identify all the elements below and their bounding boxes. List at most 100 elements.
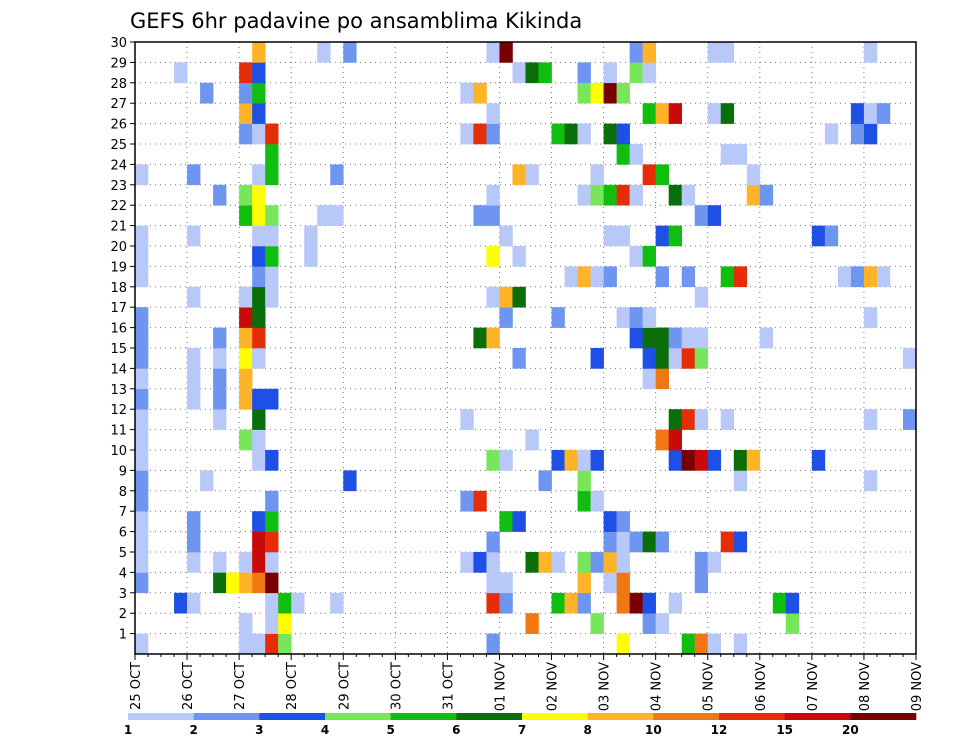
y-tick-label: 5	[119, 546, 127, 561]
heatmap-cell	[681, 450, 696, 471]
legend-label: 6	[452, 723, 460, 737]
heatmap-cell	[187, 225, 201, 247]
legend-label: 3	[255, 723, 263, 737]
y-tick-label: 28	[110, 77, 127, 92]
heatmap-cell	[265, 531, 279, 553]
heatmap-cell	[577, 470, 591, 492]
heatmap-cell	[265, 511, 279, 532]
heatmap-cell	[629, 42, 643, 63]
heatmap-cell	[603, 572, 617, 594]
heatmap-cell	[252, 184, 266, 206]
heatmap-cell	[135, 429, 149, 451]
heatmap-cell	[577, 490, 591, 512]
heatmap-cell	[499, 511, 513, 532]
heatmap-cell	[239, 348, 253, 369]
heatmap-cell	[681, 266, 696, 288]
heatmap-cell	[824, 225, 839, 247]
heatmap-cell	[213, 368, 227, 390]
heatmap-cell	[239, 62, 253, 84]
heatmap-cell	[265, 388, 279, 410]
heatmap-cell	[616, 144, 630, 165]
heatmap-cell	[642, 592, 656, 614]
heatmap-cell	[655, 613, 669, 634]
heatmap-cell	[551, 123, 565, 145]
heatmap-cell	[213, 348, 227, 369]
heatmap-cell	[603, 62, 617, 84]
heatmap-cell	[473, 490, 487, 512]
heatmap-cell	[278, 633, 292, 655]
heatmap-cell	[473, 123, 487, 145]
heatmap-cell	[603, 511, 617, 532]
heatmap-cell	[460, 409, 474, 430]
heatmap-cell	[863, 123, 878, 145]
heatmap-cell	[486, 42, 500, 63]
heatmap-cell	[135, 470, 149, 492]
heatmap-cell	[681, 633, 696, 655]
heatmap-cell	[187, 348, 201, 369]
heatmap-cell	[200, 82, 214, 104]
x-tick-label: 25 OCT	[129, 662, 144, 710]
heatmap-cell	[733, 470, 748, 492]
heatmap-cell	[850, 123, 865, 145]
heatmap-cell	[668, 429, 682, 451]
heatmap-cell	[174, 62, 188, 84]
heatmap-cell	[668, 450, 682, 471]
heatmap-cell	[629, 62, 643, 84]
heatmap-cell	[668, 103, 682, 124]
y-tick-label: 20	[110, 240, 127, 255]
heatmap-cell	[603, 82, 617, 104]
heatmap-cell	[629, 144, 643, 165]
heatmap-cell	[265, 225, 279, 247]
x-tick-label: 03 NOV	[598, 662, 613, 711]
heatmap-cell	[616, 552, 630, 573]
heatmap-cell	[239, 633, 253, 655]
heatmap-cell	[486, 246, 500, 267]
heatmap-cell	[577, 184, 591, 206]
heatmap-cell	[681, 409, 696, 430]
heatmap-cell	[876, 266, 891, 288]
heatmap-cell	[642, 164, 656, 186]
x-tick-label: 05 NOV	[702, 662, 717, 711]
heatmap-cell	[577, 572, 591, 594]
heatmap-cell	[655, 164, 669, 186]
heatmap-cell	[564, 450, 578, 471]
heatmap-cell	[642, 103, 656, 124]
y-tick-label: 2	[119, 607, 127, 622]
heatmap-cells	[135, 42, 917, 655]
heatmap-cell	[863, 470, 878, 492]
heatmap-cell	[694, 205, 709, 226]
heatmap-cell	[551, 450, 565, 471]
heatmap-cell	[291, 592, 305, 614]
heatmap-cell	[486, 286, 500, 308]
heatmap-cell	[252, 388, 266, 410]
heatmap-cell	[616, 633, 630, 655]
heatmap-cell	[252, 409, 266, 430]
heatmap-cell	[187, 388, 201, 410]
y-tick-label: 30	[110, 36, 127, 51]
heatmap-cell	[694, 409, 709, 430]
heatmap-cell	[213, 552, 227, 573]
y-tick-label: 27	[110, 97, 127, 112]
heatmap-cell	[499, 225, 513, 247]
heatmap-cell	[486, 103, 500, 124]
heatmap-cell	[239, 123, 253, 145]
heatmap-cell	[486, 205, 500, 226]
heatmap-cell	[564, 123, 578, 145]
x-tick-label: 30 OCT	[389, 662, 404, 710]
heatmap-cell	[538, 62, 552, 84]
heatmap-cell	[499, 592, 513, 614]
heatmap-cell	[694, 286, 709, 308]
heatmap-cell	[486, 633, 500, 655]
legend-swatch	[719, 713, 785, 720]
heatmap-cell	[629, 592, 643, 614]
heatmap-cell	[616, 531, 630, 553]
heatmap-cell	[642, 368, 656, 390]
legend-label: 1	[124, 723, 132, 737]
heatmap-cell	[252, 62, 266, 84]
heatmap-cell	[187, 164, 201, 186]
heatmap-cell	[642, 62, 656, 84]
heatmap-cell	[330, 164, 344, 186]
heatmap-cell	[239, 572, 253, 594]
heatmap-cell	[642, 246, 656, 267]
legend-swatch	[325, 713, 391, 720]
